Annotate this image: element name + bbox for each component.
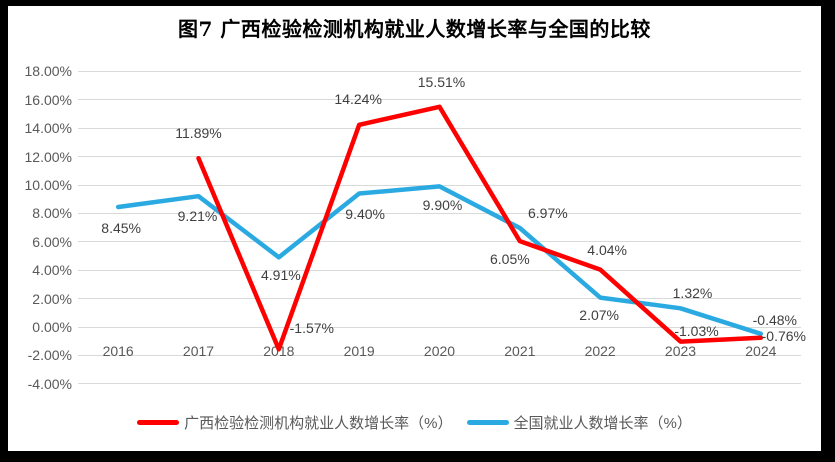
data-label: 4.04% <box>587 241 628 258</box>
data-label: 9.21% <box>177 208 218 225</box>
x-tick-label: 2017 <box>182 343 215 359</box>
legend-item: 全国就业人数增长率（%） <box>466 412 692 433</box>
data-label: 6.97% <box>527 205 568 222</box>
gridline <box>78 326 801 328</box>
chart-legend: 广西检验检测机构就业人数增长率（%） 全国就业人数增长率（%） <box>8 411 821 433</box>
legend-series-label: 全国就业人数增长率（%） <box>513 414 692 432</box>
gridline <box>78 127 801 129</box>
x-tick-label: 2022 <box>584 343 616 359</box>
gridline <box>78 354 801 356</box>
gridline <box>78 156 801 158</box>
legend-item: 广西检验检测机构就业人数增长率（%） <box>137 412 453 433</box>
gridline <box>78 269 801 271</box>
x-tick-label: 2020 <box>423 343 456 359</box>
data-label: 9.90% <box>422 197 463 214</box>
data-label: 8.45% <box>101 220 142 236</box>
y-tick-label: 4.00% <box>32 262 72 279</box>
data-label: -0.76% <box>761 327 807 344</box>
y-tick-label: 0.00% <box>32 319 72 335</box>
x-tick-label: 2019 <box>343 343 375 359</box>
data-label: 6.05% <box>489 251 530 268</box>
y-tick-label: 2.00% <box>32 290 72 307</box>
y-tick-label: 18.00% <box>24 63 72 80</box>
data-label: 2.07% <box>579 306 620 323</box>
gridline <box>78 383 801 385</box>
data-label: -1.57% <box>289 320 335 337</box>
data-label: 15.51% <box>417 73 466 90</box>
plot-area: 18.00% 16.00% 14.00% 12.00% 10.00% 8.00% 6.00%… <box>8 6 821 451</box>
y-tick-label: 8.00% <box>32 205 72 222</box>
series-line <box>196 104 764 352</box>
chart-title: 图7 广西检验检测机构就业人数增长率与全国的比较 <box>178 17 651 41</box>
y-tick-label: -2.00% <box>27 347 72 364</box>
data-label: 4.91% <box>260 267 301 284</box>
gridline <box>78 70 801 72</box>
y-tick-label: 14.00% <box>24 120 72 137</box>
gridline <box>78 298 801 300</box>
data-label: 14.24% <box>334 90 382 107</box>
legend-series-label: 广西检验检测机构就业人数增长率（%） <box>184 414 453 432</box>
chart-canvas: 图7 广西检验检测机构就业人数增长率与全国的比较 18.00% 16.00% 14.… <box>8 6 821 451</box>
legend-swatch <box>466 419 509 425</box>
x-tick-label: 2021 <box>504 343 536 359</box>
series-lines-layer <box>115 104 764 352</box>
y-tick-label: 12.00% <box>24 148 72 165</box>
data-label: 9.40% <box>345 205 386 222</box>
y-tick-label: 16.00% <box>24 91 72 108</box>
y-tick-label: -4.00% <box>27 375 72 392</box>
data-label: -1.03% <box>674 322 719 339</box>
gridline <box>78 241 801 243</box>
x-tick-label: 2024 <box>745 343 777 359</box>
gridline <box>78 99 801 101</box>
y-tick-label: 6.00% <box>32 233 72 250</box>
y-tick-label: 10.00% <box>24 177 72 193</box>
x-tick-label: 2023 <box>664 343 697 359</box>
data-label: 11.89% <box>175 125 222 142</box>
x-tick-label: 2016 <box>102 343 134 359</box>
data-label: -0.48% <box>752 311 798 328</box>
gridline <box>78 212 801 214</box>
data-label: 1.32% <box>672 285 713 302</box>
legend-swatch <box>137 419 180 425</box>
